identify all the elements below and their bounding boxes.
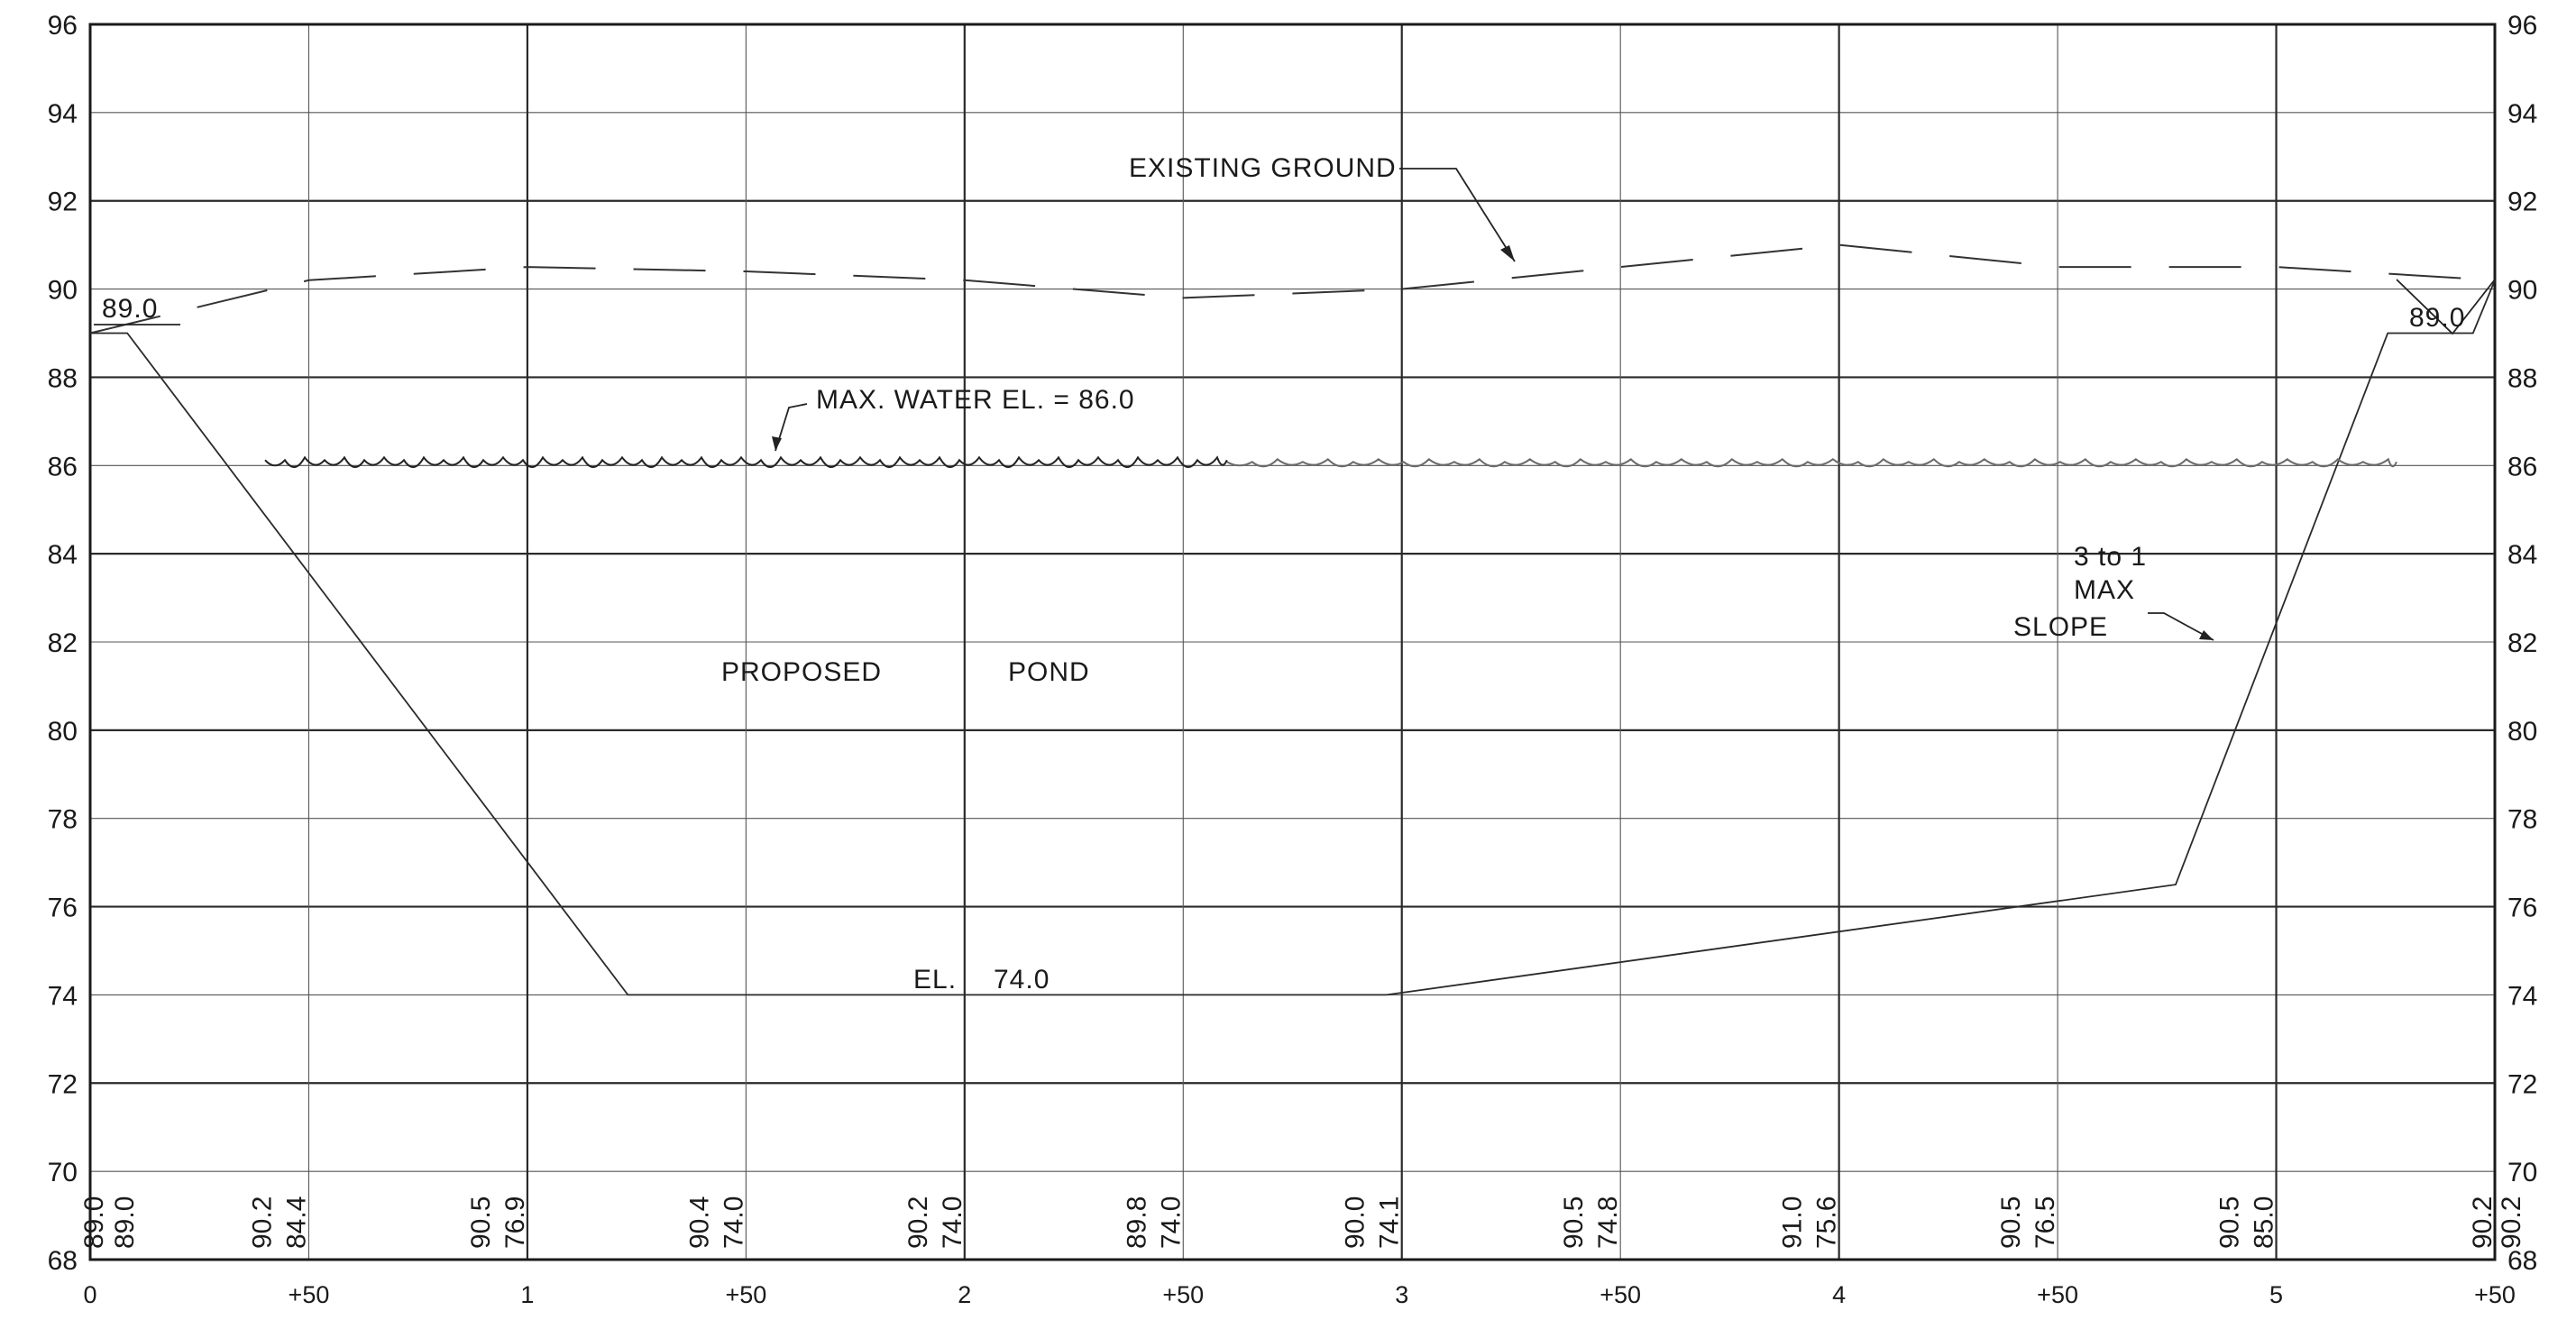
station-tick-label: 0	[83, 1281, 96, 1308]
right-elevation-tick-label: 74	[2507, 981, 2537, 1011]
ground-elevation-value: 90.2	[247, 1196, 277, 1249]
station-tick-label: +50	[1162, 1281, 1204, 1308]
ground-elevation-value: 91.0	[1778, 1196, 1808, 1249]
left-elevation-tick-label: 88	[48, 363, 78, 393]
ground-elevation-value: 90.5	[2215, 1196, 2245, 1249]
slope-leader-arrow	[2199, 630, 2214, 640]
left-elevation-tick-label: 90	[48, 276, 78, 306]
pond-elevation-value: 89.0	[110, 1196, 140, 1249]
station-tick-label: +50	[289, 1281, 330, 1308]
max-water-line-faint	[1226, 457, 2397, 468]
station-tick-label: +50	[2037, 1281, 2078, 1308]
right-elevation-tick-label: 84	[2507, 540, 2537, 570]
slope-label-line3: SLOPE	[2013, 612, 2108, 642]
max-water-leader-arrow	[772, 436, 782, 451]
left-elevation-tick-label: 94	[48, 99, 78, 129]
left-elevation-tick-label: 96	[48, 11, 78, 41]
pond-elevation-value: 76.5	[2031, 1196, 2060, 1249]
right-elevation-tick-label: 92	[2507, 188, 2537, 217]
pond-elevation-value: 74.0	[719, 1196, 748, 1249]
left-elevation-tick-label: 78	[48, 805, 78, 835]
pond-elevation-value: 74.8	[1593, 1196, 1623, 1249]
right-elevation-tick-label: 80	[2507, 717, 2537, 747]
station-tick-label: +50	[1600, 1281, 1641, 1308]
ground-elevation-value: 90.5	[1996, 1196, 2026, 1249]
right-elevation-tick-label: 76	[2507, 894, 2537, 923]
max-water-leader	[775, 403, 808, 452]
slope-label-line1: 3 to 1	[2074, 542, 2147, 572]
grid	[88, 23, 2496, 1261]
left-elevation-tick-label: 86	[48, 452, 78, 481]
ground-elevation-value: 90.5	[1559, 1196, 1589, 1249]
existing-ground-label: EXISTING GROUND	[1129, 153, 1397, 183]
right-elevation-tick-label: 82	[2507, 628, 2537, 658]
station-axis: 0 +50 1 +50 2 +50 3 +50 4 +50 5 +50	[83, 1281, 2515, 1308]
ground-elevation-values: 89.0 90.2 90.5 90.4 90.2 89.8 90.0 90.5 91.0 90.5…	[79, 1196, 2498, 1249]
station-tick-label: 2	[958, 1281, 971, 1308]
pond-label: POND	[1008, 657, 1090, 687]
pond-elevation-value: 74.0	[938, 1196, 967, 1249]
ground-elevation-value: 89.8	[1122, 1196, 1151, 1249]
ground-elevation-value: 89.0	[79, 1196, 109, 1249]
station-tick-label: +50	[2474, 1281, 2516, 1308]
max-water-label: MAX. WATER EL. = 86.0	[816, 385, 1135, 415]
left-elevation-tick-label: 76	[48, 894, 78, 923]
right-top-elevation: 89.0	[2409, 303, 2465, 333]
station-tick-label: 3	[1395, 1281, 1408, 1308]
pond-elevation-value: 85.0	[2250, 1196, 2279, 1249]
bottom-el-label: EL.	[913, 965, 957, 995]
left-elevation-tick-label: 68	[48, 1246, 78, 1276]
station-tick-label: 5	[2269, 1281, 2283, 1308]
max-water-line	[264, 455, 1228, 468]
proposed-label: PROPOSED	[721, 657, 882, 687]
existing-ground-leader	[1399, 168, 1516, 262]
drawing-frame	[88, 23, 2497, 1261]
slope-leader	[2148, 612, 2214, 641]
pond-elevation-value: 84.4	[281, 1196, 311, 1249]
left-elevation-tick-label: 80	[48, 717, 78, 747]
right-elevation-axis: 96 94 92 90 88 86 84 82 80 78 76 74 72 70 68	[2507, 11, 2537, 1276]
right-elevation-tick-label: 72	[2507, 1069, 2537, 1099]
pond-elevation-value: 90.2	[2497, 1196, 2526, 1249]
left-elevation-axis: 96 94 92 90 88 86 84 82 80 78 76 74 72 70 68	[48, 11, 78, 1276]
right-elevation-tick-label: 88	[2507, 363, 2537, 393]
station-tick-label: 4	[1832, 1281, 1846, 1308]
right-elevation-tick-label: 78	[2507, 805, 2537, 835]
left-elevation-tick-label: 72	[48, 1069, 78, 1099]
left-top-elevation: 89.0	[102, 294, 158, 324]
pond-elevation-value: 74.1	[1375, 1196, 1405, 1249]
station-tick-label: +50	[725, 1281, 766, 1308]
station-tick-label: 1	[520, 1281, 534, 1308]
ground-elevation-value: 90.2	[903, 1196, 933, 1249]
pond-elevation-value: 75.6	[1812, 1196, 1842, 1249]
left-elevation-tick-label: 92	[48, 188, 78, 217]
right-top-el-leader	[2396, 279, 2496, 335]
proposed-pond-section	[90, 280, 2496, 996]
left-elevation-tick-label: 70	[48, 1158, 78, 1187]
left-elevation-tick-label: 74	[48, 981, 78, 1011]
right-elevation-tick-label: 90	[2507, 276, 2537, 306]
pond-elevation-value: 74.0	[1156, 1196, 1186, 1249]
ground-elevation-value: 90.4	[684, 1196, 714, 1249]
ground-elevation-value: 90.2	[2468, 1196, 2498, 1249]
left-elevation-tick-label: 82	[48, 628, 78, 658]
ground-elevation-value: 90.0	[1341, 1196, 1371, 1249]
slope-label-line2: MAX	[2074, 575, 2135, 605]
existing-ground-leader-arrow	[1500, 245, 1515, 261]
pond-elevation-value: 76.9	[500, 1196, 530, 1249]
right-elevation-tick-label: 94	[2507, 99, 2537, 129]
left-elevation-tick-label: 84	[48, 540, 78, 570]
right-elevation-tick-label: 70	[2507, 1158, 2537, 1187]
right-elevation-tick-label: 96	[2507, 11, 2537, 41]
ground-elevation-value: 90.5	[466, 1196, 496, 1249]
bottom-el-value: 74.0	[994, 965, 1050, 995]
existing-ground-line	[89, 243, 2496, 335]
right-elevation-tick-label: 86	[2507, 452, 2537, 481]
pond-elevation-values: 89.0 84.4 76.9 74.0 74.0 74.0 74.1 74.8 75.6 76.5…	[110, 1196, 2526, 1249]
right-elevation-tick-label: 68	[2507, 1246, 2537, 1276]
